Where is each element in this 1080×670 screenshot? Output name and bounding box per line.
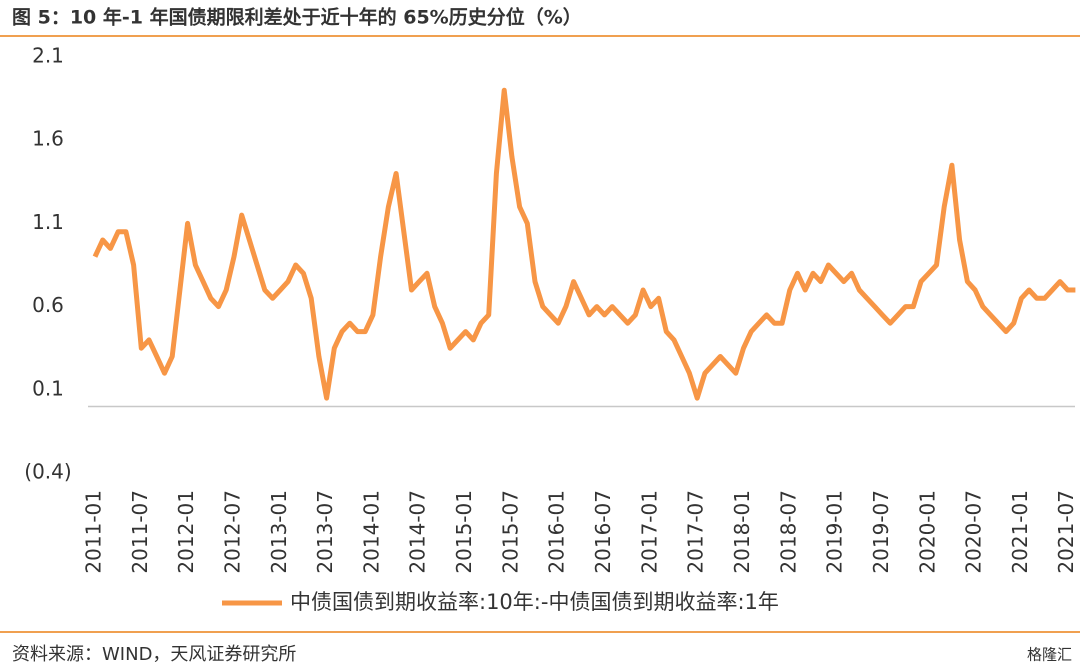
- x-tick-label: 2021-07: [1054, 490, 1078, 574]
- x-tick-label: 2021-01: [1008, 490, 1032, 574]
- data-line: [92, 87, 1076, 401]
- source: 资料来源：WIND，天风证券研究所: [12, 644, 296, 665]
- x-tick-label: 2017-07: [684, 490, 708, 574]
- x-tick-label: 2020-01: [915, 490, 939, 574]
- x-tick-label: 2014-07: [406, 490, 430, 574]
- x-tick-label: 2014-01: [359, 490, 383, 574]
- x-tick-label: 2011-07: [128, 490, 152, 574]
- y-tick-label: 1.1: [32, 210, 64, 234]
- x-tick-label: 2017-01: [637, 490, 661, 574]
- x-tick-label: 2012-01: [174, 490, 198, 574]
- x-tick-label: 2020-07: [962, 490, 986, 574]
- x-tick-label: 2011-01: [82, 490, 106, 574]
- y-tick-label: 0.1: [32, 376, 64, 400]
- x-tick-label: 2015-07: [498, 490, 522, 574]
- y-tick-label: 2.1: [32, 44, 64, 68]
- x-tick-label: 2019-07: [869, 490, 893, 574]
- y-tick-label: 1.6: [32, 127, 64, 151]
- chart-title: 图 5：10 年-1 年国债期限利差处于近十年的 65%历史分位（%）: [12, 6, 582, 29]
- x-tick-label: 2013-07: [313, 490, 337, 574]
- x-tick-label: 2015-01: [452, 490, 476, 574]
- y-tick-label: (0.4): [24, 460, 71, 484]
- x-tick-label: 2016-01: [545, 490, 569, 574]
- y-tick-label: 0.6: [32, 293, 64, 317]
- x-tick-label: 2018-07: [776, 490, 800, 574]
- watermark: 格隆汇: [1027, 646, 1072, 664]
- x-tick-label: 2019-01: [823, 490, 847, 574]
- x-tick-label: 2016-07: [591, 490, 615, 574]
- legend-label: 中债国债到期收益率:10年:-中债国债到期收益率:1年: [290, 590, 779, 614]
- x-tick-label: 2018-01: [730, 490, 754, 574]
- x-tick-label: 2013-01: [267, 490, 291, 574]
- x-tick-label: 2012-07: [220, 490, 244, 574]
